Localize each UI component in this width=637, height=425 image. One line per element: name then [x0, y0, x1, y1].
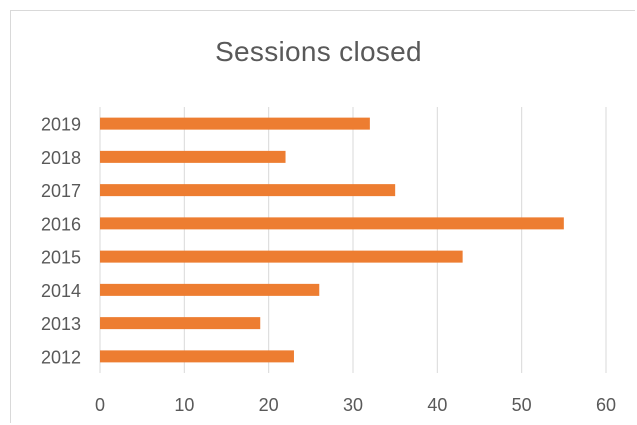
chart-title: Sessions closed [215, 36, 422, 67]
bar-2017 [100, 184, 396, 197]
bar-2013 [100, 317, 261, 330]
category-label-2017: 2017 [41, 181, 81, 201]
bar-2012 [100, 350, 294, 363]
bar-2014 [100, 283, 320, 296]
category-label-2016: 2016 [41, 214, 81, 234]
category-label-2019: 2019 [41, 115, 81, 135]
value-tick-labels: 0 10 20 30 40 50 60 [95, 395, 616, 415]
category-label-2018: 2018 [41, 148, 81, 168]
x-tick-label: 40 [427, 395, 447, 415]
bar-2016 [100, 217, 564, 230]
x-tick-label: 50 [512, 395, 532, 415]
category-label-2015: 2015 [41, 248, 81, 268]
x-tick-label: 0 [95, 395, 105, 415]
x-tick-label: 60 [596, 395, 616, 415]
x-tick-label: 20 [259, 395, 279, 415]
category-label-2012: 2012 [41, 347, 81, 367]
bars [100, 117, 564, 363]
bar-2018 [100, 150, 286, 163]
bar-2019 [100, 117, 370, 130]
category-label-2014: 2014 [41, 281, 81, 301]
gridlines [99, 107, 607, 373]
category-labels: 2012 2013 2014 2015 2016 2017 2018 2019 [41, 115, 81, 368]
x-tick-label: 10 [174, 395, 194, 415]
bar-2015 [100, 250, 463, 263]
x-tick-label: 30 [343, 395, 363, 415]
category-label-2013: 2013 [41, 314, 81, 334]
